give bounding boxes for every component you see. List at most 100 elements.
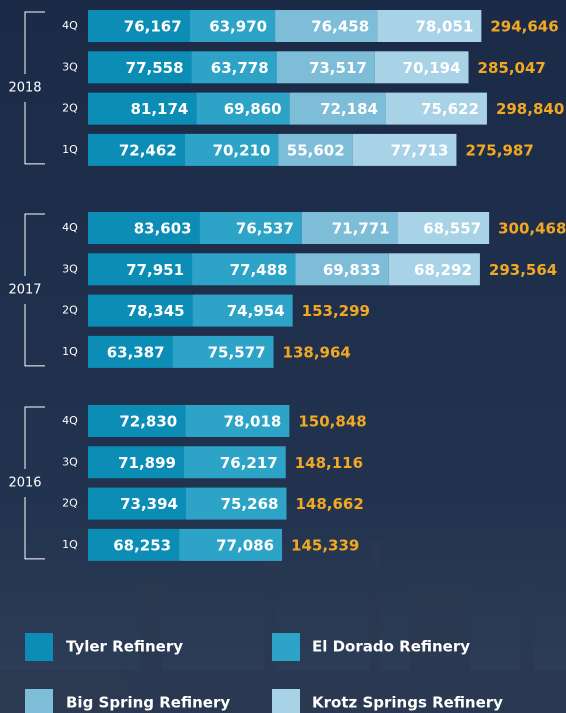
bar-segment — [374, 51, 469, 84]
legend-swatch — [272, 689, 300, 713]
segment-label: 70,194 — [403, 59, 461, 77]
quarter-label: 2Q — [62, 102, 78, 115]
total-label: 145,339 — [291, 536, 359, 554]
segment-label: 83,603 — [134, 220, 192, 238]
bar-segment — [385, 92, 487, 125]
legend-label: Big Spring Refinery — [66, 694, 230, 712]
total-label: 153,299 — [302, 302, 370, 320]
bar-segment — [88, 51, 192, 84]
total-label: 138,964 — [283, 343, 351, 361]
bar-segment — [388, 253, 480, 286]
total-label: 293,564 — [489, 261, 557, 279]
bar-segment — [196, 92, 290, 125]
segment-label: 76,537 — [236, 220, 294, 238]
bar-segment — [278, 133, 353, 166]
bar-segment — [184, 133, 279, 166]
bar-segment — [275, 10, 378, 42]
legend-swatch — [25, 689, 53, 713]
legend-label: Tyler Refinery — [66, 638, 183, 656]
bar-segment — [301, 212, 398, 244]
bar-segment — [352, 133, 457, 166]
bar-segment — [183, 446, 286, 479]
total-label: 300,468 — [498, 220, 566, 238]
group-bracket — [24, 406, 45, 560]
quarter-label: 3Q — [62, 455, 78, 468]
bar-segment — [199, 212, 302, 244]
quarter-label: 1Q — [62, 345, 78, 358]
bar-segment — [88, 212, 200, 244]
quarter-label: 4Q — [62, 414, 78, 427]
legend-label: El Dorado Refinery — [312, 638, 470, 656]
segment-label: 63,387 — [107, 343, 165, 361]
segment-label: 68,292 — [414, 261, 472, 279]
segment-label: 78,051 — [415, 18, 473, 36]
segment-label: 75,577 — [208, 343, 266, 361]
plot: 2018 2017 2016 4Q 76,167 63,970 76,458 78,051 29… — [8, 10, 566, 713]
quarter-label: 1Q — [62, 143, 78, 156]
segment-label: 76,167 — [124, 18, 182, 36]
segment-label: 72,184 — [320, 100, 378, 118]
segment-label: 77,558 — [126, 59, 184, 77]
segment-label: 77,488 — [230, 261, 288, 279]
segment-label: 72,462 — [119, 141, 177, 159]
segment-label: 78,345 — [127, 302, 185, 320]
legend-swatch — [272, 633, 300, 661]
bar-segment — [397, 212, 490, 244]
bar-segment — [88, 335, 173, 368]
segment-label: 55,602 — [287, 141, 345, 159]
bar-segment — [88, 253, 193, 286]
segment-label: 73,394 — [120, 495, 178, 513]
segment-label: 75,622 — [421, 100, 479, 118]
segment-label: 77,713 — [391, 141, 449, 159]
segment-label: 68,557 — [423, 220, 481, 238]
quarter-label: 2Q — [62, 304, 78, 317]
group-bracket — [24, 213, 45, 367]
bar-segment — [88, 10, 190, 42]
year-label: 2018 — [8, 80, 41, 95]
bar-segment — [192, 253, 296, 286]
total-label: 148,662 — [295, 495, 363, 513]
segment-label: 69,833 — [323, 261, 381, 279]
total-label: 285,047 — [478, 59, 546, 77]
segment-label: 72,830 — [119, 413, 177, 431]
segment-label: 71,771 — [332, 220, 390, 238]
bar-segment — [88, 92, 197, 125]
segment-label: 81,174 — [130, 100, 188, 118]
segment-label: 71,899 — [118, 454, 176, 472]
total-label: 150,848 — [298, 413, 366, 431]
total-label: 294,646 — [490, 18, 558, 36]
legend-label: Krotz Springs Refinery — [312, 694, 503, 712]
bar-segment — [179, 528, 283, 561]
total-label: 298,840 — [496, 100, 564, 118]
segment-label: 77,086 — [216, 536, 274, 554]
bar-segment — [88, 405, 186, 437]
bar-segment — [88, 133, 185, 166]
bar-segment — [276, 51, 375, 84]
segment-label: 69,860 — [224, 100, 282, 118]
segment-label: 70,210 — [213, 141, 271, 159]
group-bracket — [24, 11, 45, 165]
quarter-label: 4Q — [62, 221, 78, 234]
bar-segment — [192, 294, 293, 327]
segment-label: 63,970 — [209, 18, 267, 36]
bar-segment — [172, 335, 274, 368]
segment-label: 68,253 — [113, 536, 171, 554]
segment-label: 76,458 — [311, 18, 369, 36]
segment-label: 63,778 — [211, 59, 269, 77]
quarter-label: 1Q — [62, 538, 78, 551]
year-label: 2016 — [8, 475, 41, 490]
bar-segment — [88, 294, 193, 327]
bar-segment — [191, 51, 277, 84]
bar-segment — [88, 528, 180, 561]
bar-segment — [377, 10, 482, 42]
bar-segment — [295, 253, 389, 286]
bar-segment — [185, 487, 287, 520]
bar-segment — [88, 446, 184, 479]
segment-label: 76,217 — [220, 454, 278, 472]
quarter-label: 3Q — [62, 262, 78, 275]
bar-segment — [88, 487, 186, 520]
bar-segment — [289, 92, 386, 125]
total-label: 275,987 — [465, 141, 533, 159]
